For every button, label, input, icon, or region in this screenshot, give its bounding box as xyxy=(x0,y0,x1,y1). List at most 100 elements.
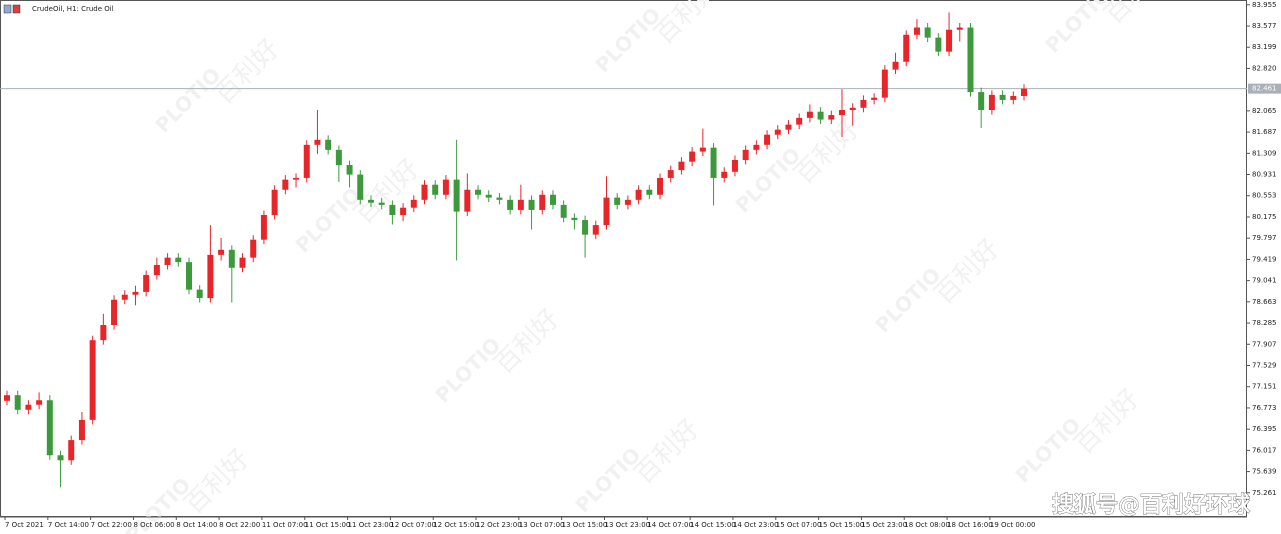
x-tick-label: 15 Oct 07:00 xyxy=(776,521,822,529)
candle-body xyxy=(935,37,942,52)
candle-body xyxy=(849,107,856,111)
candle-body xyxy=(282,179,289,190)
x-tick-label: 18 Oct 08:00 xyxy=(904,521,950,529)
x-tick-label: 13 Oct 23:00 xyxy=(604,521,650,529)
candle-body xyxy=(464,189,471,212)
candle-body xyxy=(410,199,417,208)
y-tick-label: 83.577 xyxy=(1252,22,1277,30)
candle-body xyxy=(218,249,225,255)
candle-body xyxy=(657,177,664,195)
x-tick-label: 13 Oct 15:00 xyxy=(562,521,608,529)
candle-body xyxy=(185,262,192,290)
candle-body xyxy=(36,400,43,405)
candle-body xyxy=(946,29,953,52)
chart-title: CrudeOil, H1: Crude Oil xyxy=(32,5,114,13)
candle-body xyxy=(293,177,300,180)
watermark-brand: 百利好 xyxy=(649,0,725,50)
watermark-brand: 百利好 xyxy=(929,234,1005,310)
watermark-brand: 百利好 xyxy=(209,34,285,110)
candle-body xyxy=(796,117,803,125)
y-tick-label: 82.065 xyxy=(1252,107,1277,115)
candle-body xyxy=(774,129,781,135)
candle-body xyxy=(25,404,32,410)
y-tick-label: 76.017 xyxy=(1252,446,1277,454)
candle-body xyxy=(453,179,460,212)
y-tick-label: 80.553 xyxy=(1252,192,1277,200)
candle-body xyxy=(528,199,535,210)
current-price-label: 82.461 xyxy=(1252,85,1277,93)
candle-body xyxy=(111,299,118,326)
candle-body xyxy=(475,189,482,195)
candle-body xyxy=(549,194,556,205)
candle-body xyxy=(817,111,824,120)
candle-body xyxy=(871,97,878,100)
candle-body xyxy=(881,69,888,98)
y-tick-label: 79.797 xyxy=(1252,234,1277,242)
candle-body xyxy=(4,395,10,401)
candle-body xyxy=(667,170,674,178)
x-tick-label: 11 Oct 07:00 xyxy=(262,521,308,529)
x-tick-label: 15 Oct 15:00 xyxy=(819,521,865,529)
candle-body xyxy=(721,171,728,178)
watermark-logo: PLOTIO xyxy=(430,333,505,408)
y-tick-label: 81.687 xyxy=(1252,128,1277,136)
candle-body xyxy=(89,340,96,420)
candle-body xyxy=(100,325,107,341)
candle-body xyxy=(346,165,353,175)
y-tick-label: 77.529 xyxy=(1252,361,1277,369)
candle-body xyxy=(421,184,428,200)
candle-body xyxy=(14,395,21,410)
watermark: 搜狐号@百利好环球 xyxy=(1052,492,1251,518)
candle-body xyxy=(978,92,985,111)
candle-body xyxy=(892,61,899,70)
watermark-brand: 百利好 xyxy=(1069,384,1145,460)
x-tick-label: 7 Oct 2021 xyxy=(5,521,44,529)
x-tick-label: 13 Oct 07:00 xyxy=(519,521,565,529)
candle-body xyxy=(164,257,171,265)
watermark-logo: PLOTIO xyxy=(590,3,665,78)
y-tick-label: 83.955 xyxy=(1252,1,1277,9)
candle-body xyxy=(485,194,492,198)
candle-body xyxy=(592,225,599,235)
candle-body xyxy=(678,161,685,171)
x-tick-label: 18 Oct 16:00 xyxy=(947,521,993,529)
y-tick-label: 76.395 xyxy=(1252,425,1277,433)
x-tick-label: 12 Oct 07:00 xyxy=(390,521,436,529)
watermark-brand: 百利好 xyxy=(489,304,565,380)
watermark-logo: PLOTIO xyxy=(290,183,365,258)
candle-body xyxy=(400,207,407,215)
candle-body xyxy=(78,419,85,441)
y-tick-label: 75.639 xyxy=(1252,468,1277,476)
y-tick-label: 76.773 xyxy=(1252,404,1277,412)
candle-body xyxy=(496,197,503,200)
x-tick-label: 11 Oct 23:00 xyxy=(348,521,394,529)
candle-body xyxy=(603,197,610,226)
candle-body xyxy=(442,179,449,195)
x-tick-label: 8 Oct 14:00 xyxy=(176,521,217,529)
x-tick-label: 7 Oct 22:00 xyxy=(91,521,132,529)
watermark-logo: PLOTIO xyxy=(570,443,645,518)
y-tick-label: 82.820 xyxy=(1252,64,1277,72)
watermark-logo: PLOTIO xyxy=(870,263,945,338)
candle-body xyxy=(432,184,439,195)
candle-body xyxy=(239,257,246,268)
candle-body xyxy=(924,27,931,38)
candle-body xyxy=(913,27,920,35)
candle-body xyxy=(143,275,150,292)
candle-body xyxy=(196,289,203,299)
x-tick-label: 11 Oct 15:00 xyxy=(305,521,351,529)
candle-body xyxy=(389,204,396,215)
y-tick-label: 77.907 xyxy=(1252,340,1277,348)
candle-body xyxy=(517,199,524,210)
y-tick-label: 80.931 xyxy=(1252,171,1277,179)
x-tick-label: 7 Oct 14:00 xyxy=(48,521,89,529)
candle-body xyxy=(999,94,1006,100)
current-price-box xyxy=(1248,83,1281,94)
candle-body xyxy=(153,264,160,276)
candle-body xyxy=(250,239,257,258)
candle-body xyxy=(303,144,310,178)
candle-body xyxy=(806,111,813,118)
x-tick-label: 12 Oct 23:00 xyxy=(476,521,522,529)
candle-body xyxy=(507,199,514,210)
